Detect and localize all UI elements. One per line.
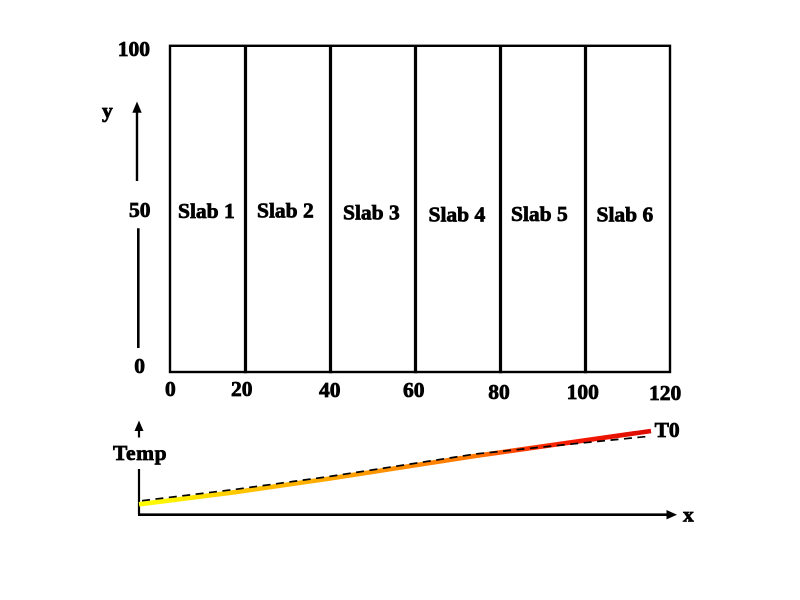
svg-text:50: 50: [129, 198, 151, 222]
svg-text:100: 100: [118, 37, 150, 61]
svg-text:x: x: [683, 503, 694, 527]
svg-text:20: 20: [231, 377, 253, 401]
svg-text:Slab 2: Slab 2: [257, 199, 314, 223]
svg-text:60: 60: [403, 378, 425, 402]
svg-text:Slab 6: Slab 6: [597, 202, 654, 226]
svg-text:Temp: Temp: [113, 441, 167, 465]
svg-text:40: 40: [319, 378, 341, 402]
svg-text:Slab 5: Slab 5: [511, 202, 568, 226]
svg-text:0: 0: [165, 377, 176, 401]
svg-text:100: 100: [567, 380, 599, 404]
svg-text:0: 0: [134, 354, 145, 378]
svg-text:Slab 3: Slab 3: [343, 201, 400, 225]
svg-text:Slab 1: Slab 1: [178, 199, 235, 223]
svg-text:T0: T0: [655, 418, 680, 442]
svg-text:y: y: [102, 99, 113, 123]
svg-text:Slab 4: Slab 4: [429, 203, 486, 227]
svg-text:120: 120: [649, 381, 681, 405]
svg-text:80: 80: [488, 380, 510, 404]
